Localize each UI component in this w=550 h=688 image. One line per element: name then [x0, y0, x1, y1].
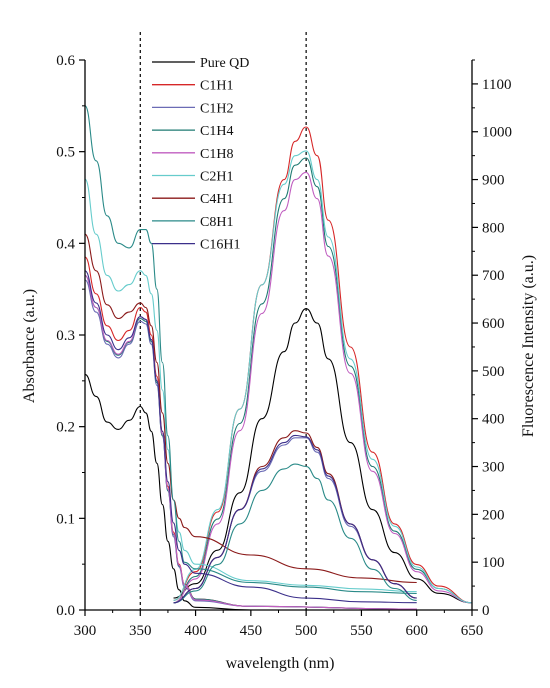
y-axis-right-title: Fluorescence Intensity (a.u.) [520, 255, 537, 437]
legend-label-c16h1: C16H1 [200, 238, 240, 253]
legend-label-c1h8: C1H8 [200, 147, 233, 162]
fluorescence-line-c16h1 [173, 434, 417, 604]
fluorescence-line-pure-qd [173, 308, 473, 604]
legend-label-c2h1: C2H1 [200, 170, 233, 185]
y-left-tick-label: 0.6 [56, 53, 75, 69]
y-axis-left-title: Absorbance (a.u.) [21, 289, 38, 403]
legend-label-c4h1: C4H1 [200, 192, 233, 207]
y-right-tick-label: 0 [482, 603, 490, 619]
fluorescence-line-c8h1 [173, 463, 417, 604]
fluorescence-line-c2h1 [173, 150, 473, 604]
x-tick-label: 450 [240, 623, 263, 639]
legend: Pure QD C1H1 C1H2 C1H4 C1H8 C2H1 C4H1 C8H1 C16H1 [152, 56, 249, 253]
y-right-tick-label: 500 [482, 364, 505, 380]
legend-label-c1h2: C1H2 [200, 101, 233, 116]
absorbance-line-c4h1 [84, 233, 417, 584]
absorbance-line-c16h1 [84, 270, 417, 604]
fluorescence-line-c1h4 [173, 157, 473, 604]
x-tick-label: 400 [184, 623, 207, 639]
y-right-tick-label: 1000 [482, 125, 512, 141]
y-left-tick-label: 0.2 [56, 420, 75, 436]
x-tick-label: 650 [461, 623, 484, 639]
y-right-tick-label: 1100 [482, 77, 511, 93]
x-tick-label: 300 [74, 623, 97, 639]
axes-layer: 300 350 400 450 500 550 600 650 0.0 0.1 0.2 0.3 0.4 0… [56, 53, 512, 639]
legend-label-c1h4: C1H4 [200, 124, 233, 139]
y-left-tick-label: 0.4 [56, 236, 75, 252]
y-right-tick-label: 100 [482, 555, 505, 571]
y-right-tick-label: 900 [482, 173, 505, 189]
y-left-tick-label: 0.1 [56, 511, 75, 527]
y-right-tick-label: 400 [482, 412, 505, 428]
series-layer [84, 105, 473, 611]
absorbance-line-c2h1 [84, 178, 417, 593]
x-tick-label: 500 [295, 623, 318, 639]
y-right-tick-label: 300 [482, 460, 505, 476]
y-left-tick-label: 0.3 [56, 328, 75, 344]
x-tick-label: 350 [129, 623, 152, 639]
absorbance-line-c8h1 [84, 105, 417, 595]
y-left-tick-label: 0.0 [56, 603, 75, 619]
x-axis-title: wavelength (nm) [226, 655, 335, 672]
y-right-tick-label: 200 [482, 507, 505, 523]
absorbance-line-pure-qd [84, 373, 417, 611]
x-tick-label: 600 [405, 623, 428, 639]
y-left-tick-label: 0.5 [56, 145, 75, 161]
y-right-tick-label: 600 [482, 316, 505, 332]
y-right-tick-label: 700 [482, 268, 505, 284]
x-tick-label: 550 [350, 623, 373, 639]
fluorescence-line-c1h8 [173, 171, 473, 604]
y-right-tick-label: 800 [482, 220, 505, 236]
legend-label-c1h1: C1H1 [200, 79, 233, 94]
legend-label-c8h1: C8H1 [200, 215, 233, 230]
legend-label-pure-qd: Pure QD [200, 56, 249, 71]
